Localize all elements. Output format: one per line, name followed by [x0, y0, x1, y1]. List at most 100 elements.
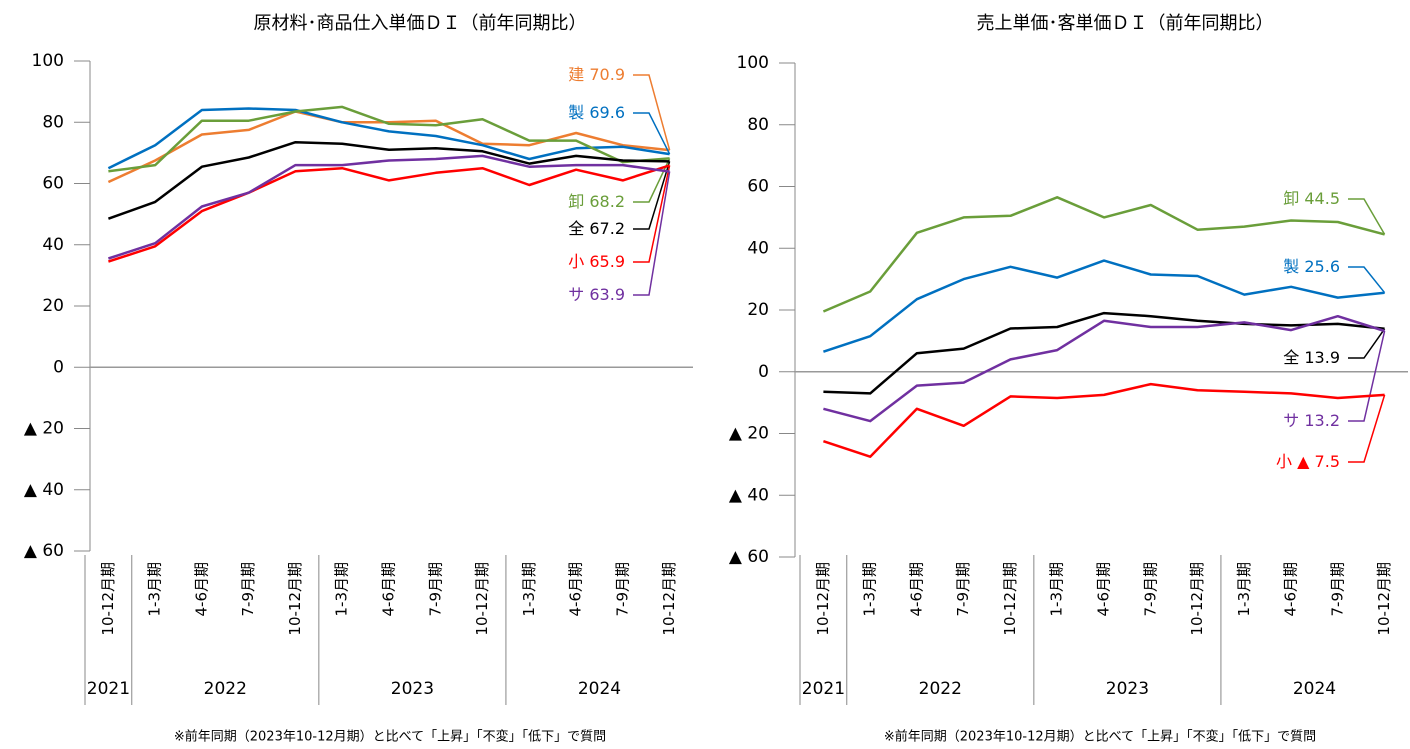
y-tick-label: ▲ 20: [729, 424, 769, 444]
y-tick-label: 60: [42, 174, 64, 194]
series-line: [823, 314, 1385, 423]
x-tick-label: 1-3月期: [861, 562, 879, 617]
end-label: 全 13.9: [1283, 348, 1340, 367]
end-label: 卸 68.2: [568, 192, 625, 211]
value-label: 44.5: [1304, 189, 1340, 208]
y-tick-label: 0: [758, 362, 769, 382]
y-tick-label: 60: [747, 177, 769, 197]
label-leader: [1348, 394, 1386, 463]
label-leader: [1348, 266, 1386, 294]
y-tick-label: 80: [747, 115, 769, 135]
x-tick-label: 10-12月期: [660, 562, 678, 636]
group-label: 2022: [919, 679, 962, 699]
value-label: 25.6: [1304, 257, 1340, 276]
label-leader: [633, 158, 671, 203]
x-tick-label: 10-12月期: [99, 562, 117, 636]
series-name: サ: [1283, 411, 1299, 430]
y-tick-label: 40: [42, 235, 64, 255]
group-label: 2021: [87, 679, 130, 699]
x-tick-label: 4-6月期: [192, 562, 210, 617]
series-name: 卸: [568, 192, 584, 211]
group-label: 2024: [578, 679, 621, 699]
x-tick-label: 4-6月期: [907, 562, 925, 617]
series-line: [108, 164, 670, 263]
y-tick-label: ▲ 20: [24, 419, 64, 439]
y-tick-label: 40: [747, 238, 769, 258]
y-tick-label: 20: [42, 296, 64, 316]
value-label: 13.2: [1304, 411, 1340, 430]
series-name: 全: [568, 219, 584, 238]
series-line: [823, 382, 1385, 458]
y-tick-label: 20: [747, 300, 769, 320]
x-tick-label: 4-6月期: [1095, 562, 1113, 617]
series-line: [107, 110, 670, 184]
series-line: [108, 154, 670, 260]
x-tick-label: 7-9月期: [239, 562, 257, 617]
footnote: ※前年同期（2023年10-12月期）と比べて「上昇」「不変」「低下」で質問: [884, 729, 1316, 745]
end-label: 卸 44.5: [1283, 189, 1340, 208]
x-tick-label: 7-9月期: [613, 562, 631, 617]
value-label: 13.9: [1304, 348, 1340, 367]
value-label: 67.2: [589, 219, 625, 238]
y-tick-label: ▲ 40: [24, 480, 64, 500]
group-label: 2021: [802, 679, 845, 699]
series-name: 卸: [1283, 189, 1299, 208]
series-line: [823, 311, 1385, 395]
x-tick-label: 10-12月期: [1001, 562, 1019, 636]
footnote: ※前年同期（2023年10-12月期）と比べて「上昇」「不変」「低下」で質問: [174, 729, 606, 745]
y-tick-label: 0: [53, 357, 64, 377]
group-label: 2024: [1293, 679, 1336, 699]
group-label: 2023: [391, 679, 434, 699]
value-label: 63.9: [589, 285, 625, 304]
y-tick-label: 100: [737, 53, 769, 73]
series-line: [107, 140, 670, 220]
x-tick-label: 10-12月期: [1375, 562, 1393, 636]
value-label: 68.2: [589, 192, 625, 211]
end-label: 製 25.6: [1283, 257, 1340, 276]
value-label: 65.9: [589, 252, 625, 271]
label-leader: [1348, 328, 1386, 359]
label-leader: [633, 165, 671, 263]
end-label: 製 69.6: [568, 103, 625, 122]
x-tick-label: 7-9月期: [1141, 562, 1159, 617]
end-label: 建 70.9: [568, 65, 625, 84]
end-label: 全 67.2: [568, 219, 625, 238]
value-label: 69.6: [589, 103, 625, 122]
y-tick-label: 100: [32, 51, 64, 71]
series-name: サ: [568, 285, 584, 304]
series-name: 小: [568, 252, 584, 271]
series-line: [108, 105, 670, 173]
x-tick-label: 4-6月期: [380, 562, 398, 617]
label-leader: [633, 161, 671, 230]
x-tick-label: 10-12月期: [286, 562, 304, 636]
x-tick-label: 1-3月期: [520, 562, 538, 617]
chart-title: 原材料･商品仕入単価ＤＩ（前年同期比）: [254, 13, 587, 34]
x-tick-label: 7-9月期: [954, 562, 972, 617]
series-line: [107, 107, 670, 170]
label-leader: [1348, 198, 1386, 235]
series-name: 小: [1276, 452, 1292, 471]
end-label: サ 13.2: [1283, 411, 1340, 430]
x-tick-label: 1-3月期: [1235, 562, 1253, 617]
x-tick-label: 10-12月期: [1188, 562, 1206, 636]
chart-title: 売上単価･客単価ＤＩ（前年同期比）: [977, 13, 1274, 34]
y-tick-label: 80: [42, 112, 64, 132]
x-tick-label: 1-3月期: [146, 562, 164, 617]
y-tick-label: ▲ 60: [729, 547, 769, 567]
label-leader: [633, 74, 671, 151]
label-leader: [1348, 330, 1386, 422]
x-tick-label: 10-12月期: [473, 562, 491, 636]
series-line: [823, 259, 1385, 353]
series-name: 建: [568, 65, 584, 84]
y-tick-label: ▲ 60: [24, 541, 64, 561]
series-name: 製: [1283, 257, 1299, 276]
x-tick-label: 1-3月期: [333, 562, 351, 617]
end-label: サ 63.9: [568, 285, 625, 304]
label-leader: [633, 171, 671, 296]
x-tick-label: 4-6月期: [567, 562, 585, 617]
x-tick-label: 7-9月期: [1328, 562, 1346, 617]
x-tick-label: 1-3月期: [1048, 562, 1066, 617]
label-leader: [633, 112, 671, 155]
value-label: ▲ 7.5: [1297, 452, 1340, 471]
